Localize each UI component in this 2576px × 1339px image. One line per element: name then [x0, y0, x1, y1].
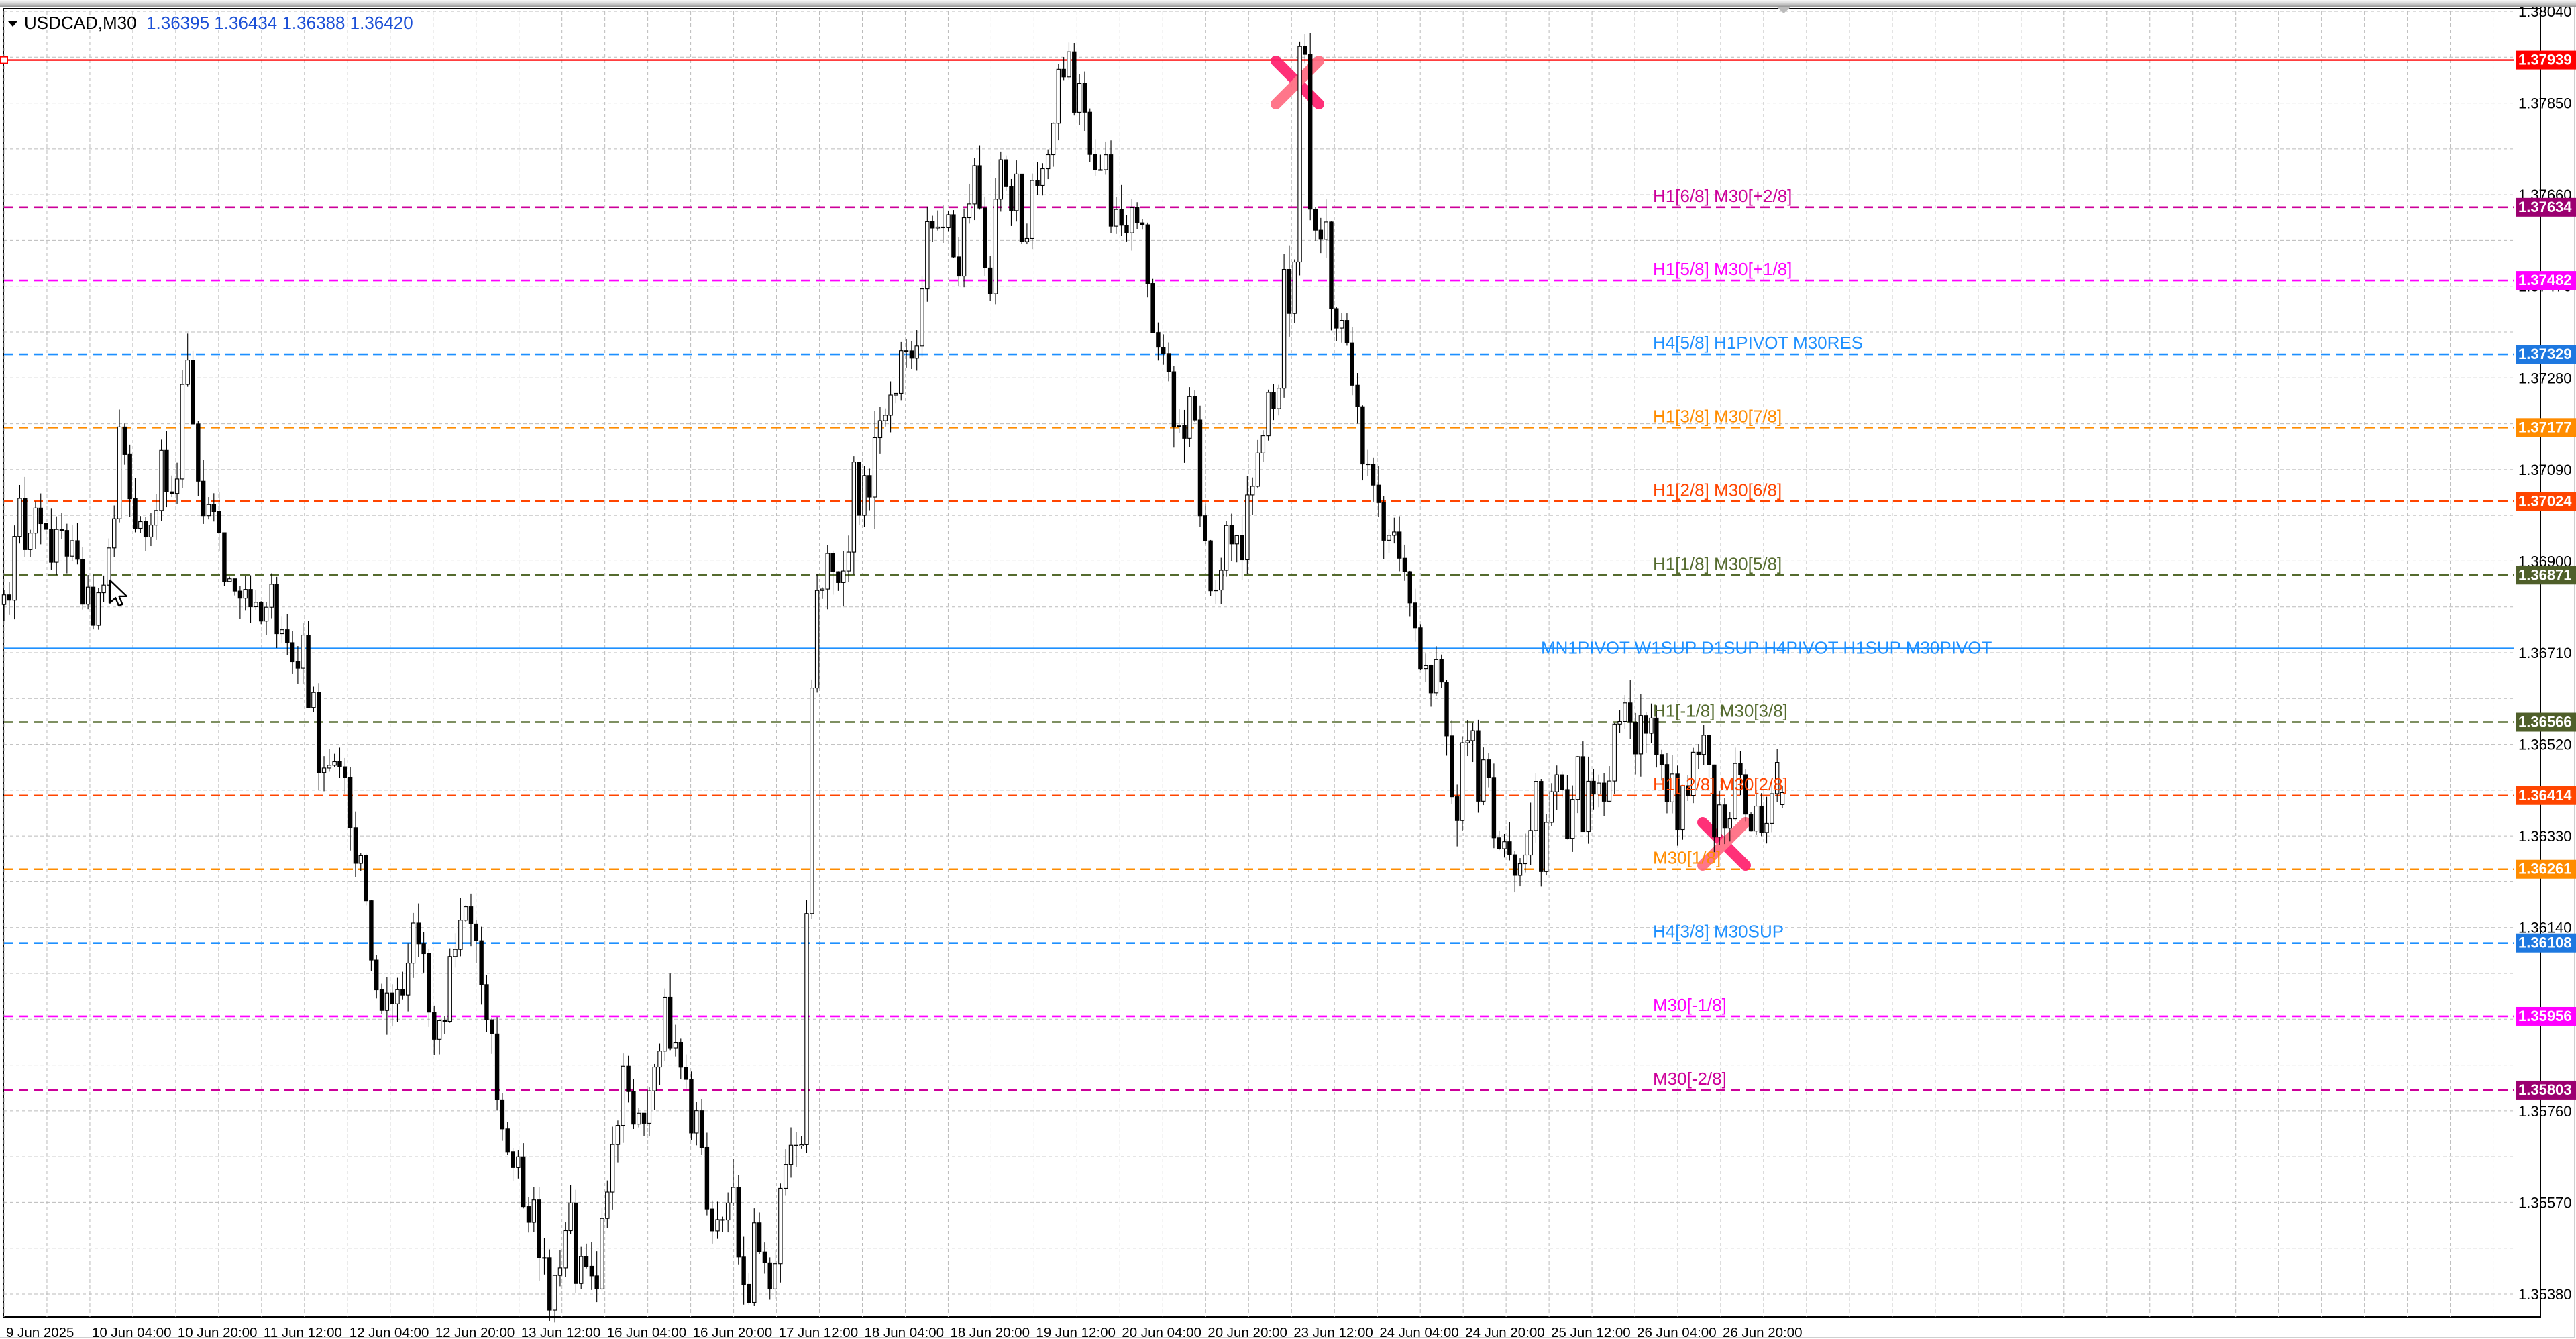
svg-text:M30[-2/8]: M30[-2/8] — [1653, 1069, 1727, 1089]
svg-text:10 Jun 20:00: 10 Jun 20:00 — [178, 1325, 258, 1339]
svg-text:23 Jun 12:00: 23 Jun 12:00 — [1293, 1325, 1373, 1339]
svg-text:11 Jun 12:00: 11 Jun 12:00 — [264, 1325, 342, 1339]
svg-text:1.37024: 1.37024 — [2518, 492, 2572, 509]
svg-text:13 Jun 12:00: 13 Jun 12:00 — [521, 1325, 601, 1339]
svg-text:20 Jun 04:00: 20 Jun 04:00 — [1122, 1325, 1201, 1339]
svg-text:16 Jun 04:00: 16 Jun 04:00 — [607, 1325, 687, 1339]
svg-text:H1[5/8] M30[+1/8]: H1[5/8] M30[+1/8] — [1653, 259, 1792, 279]
svg-text:24 Jun 04:00: 24 Jun 04:00 — [1379, 1325, 1459, 1339]
svg-text:18 Jun 04:00: 18 Jun 04:00 — [865, 1325, 945, 1339]
svg-text:H1[6/8] M30[+2/8]: H1[6/8] M30[+2/8] — [1653, 186, 1792, 206]
svg-text:H4[3/8] M30SUP: H4[3/8] M30SUP — [1653, 922, 1784, 942]
svg-text:20 Jun 20:00: 20 Jun 20:00 — [1208, 1325, 1287, 1339]
svg-text:1.37939: 1.37939 — [2518, 52, 2572, 68]
svg-text:1.36566: 1.36566 — [2518, 714, 2572, 731]
svg-text:24 Jun 20:00: 24 Jun 20:00 — [1465, 1325, 1545, 1339]
svg-text:1.36520: 1.36520 — [2518, 737, 2572, 753]
svg-text:1.37177: 1.37177 — [2518, 419, 2572, 435]
svg-text:1.37090: 1.37090 — [2518, 462, 2572, 478]
svg-text:H1[3/8] M30[7/8]: H1[3/8] M30[7/8] — [1653, 406, 1782, 426]
svg-text:H1[-2/8] M30[2/8]: H1[-2/8] M30[2/8] — [1653, 774, 1788, 794]
svg-text:25 Jun 12:00: 25 Jun 12:00 — [1551, 1325, 1631, 1339]
svg-text:12 Jun 20:00: 12 Jun 20:00 — [435, 1325, 515, 1339]
svg-text:1.35760: 1.35760 — [2518, 1103, 2572, 1120]
svg-text:9 Jun 2025: 9 Jun 2025 — [6, 1325, 74, 1339]
svg-text:1.35380: 1.35380 — [2518, 1286, 2572, 1303]
svg-text:1.36710: 1.36710 — [2518, 645, 2572, 661]
svg-text:1.37280: 1.37280 — [2518, 370, 2572, 386]
svg-text:M30[-1/8]: M30[-1/8] — [1653, 995, 1727, 1015]
svg-text:1.36330: 1.36330 — [2518, 828, 2572, 845]
svg-text:1.35956: 1.35956 — [2518, 1008, 2572, 1024]
svg-text:26 Jun 20:00: 26 Jun 20:00 — [1723, 1325, 1803, 1339]
svg-text:H4[5/8] H1PIVOT M30RES: H4[5/8] H1PIVOT M30RES — [1653, 333, 1863, 353]
svg-text:MN1PIVOT W1SUP D1SUP H4PIVOT H: MN1PIVOT W1SUP D1SUP H4PIVOT H1SUP M30PI… — [1541, 638, 1992, 658]
svg-text:M30[1/8]: M30[1/8] — [1653, 848, 1721, 868]
svg-text:H1[-1/8] M30[3/8]: H1[-1/8] M30[3/8] — [1653, 701, 1788, 721]
svg-text:17 Jun 12:00: 17 Jun 12:00 — [779, 1325, 859, 1339]
svg-text:1.37850: 1.37850 — [2518, 95, 2572, 112]
svg-text:1.36871: 1.36871 — [2518, 566, 2572, 583]
svg-text:10 Jun 04:00: 10 Jun 04:00 — [92, 1325, 172, 1339]
svg-text:26 Jun 04:00: 26 Jun 04:00 — [1637, 1325, 1717, 1339]
svg-text:18 Jun 20:00: 18 Jun 20:00 — [950, 1325, 1030, 1339]
svg-text:19 Jun 12:00: 19 Jun 12:00 — [1036, 1325, 1116, 1339]
svg-text:1.35570: 1.35570 — [2518, 1194, 2572, 1211]
svg-text:1.37329: 1.37329 — [2518, 345, 2572, 362]
svg-text:12 Jun 04:00: 12 Jun 04:00 — [350, 1325, 429, 1339]
svg-text:1.35803: 1.35803 — [2518, 1081, 2572, 1098]
svg-text:1.37482: 1.37482 — [2518, 272, 2572, 288]
svg-text:H1[1/8] M30[5/8]: H1[1/8] M30[5/8] — [1653, 553, 1782, 574]
svg-text:1.36261: 1.36261 — [2518, 861, 2572, 877]
svg-text:1.36108: 1.36108 — [2518, 934, 2572, 951]
svg-text:16 Jun 20:00: 16 Jun 20:00 — [693, 1325, 773, 1339]
svg-text:H1[2/8] M30[6/8]: H1[2/8] M30[6/8] — [1653, 480, 1782, 500]
svg-text:1.36414: 1.36414 — [2518, 787, 2572, 804]
svg-text:1.37634: 1.37634 — [2518, 199, 2572, 215]
